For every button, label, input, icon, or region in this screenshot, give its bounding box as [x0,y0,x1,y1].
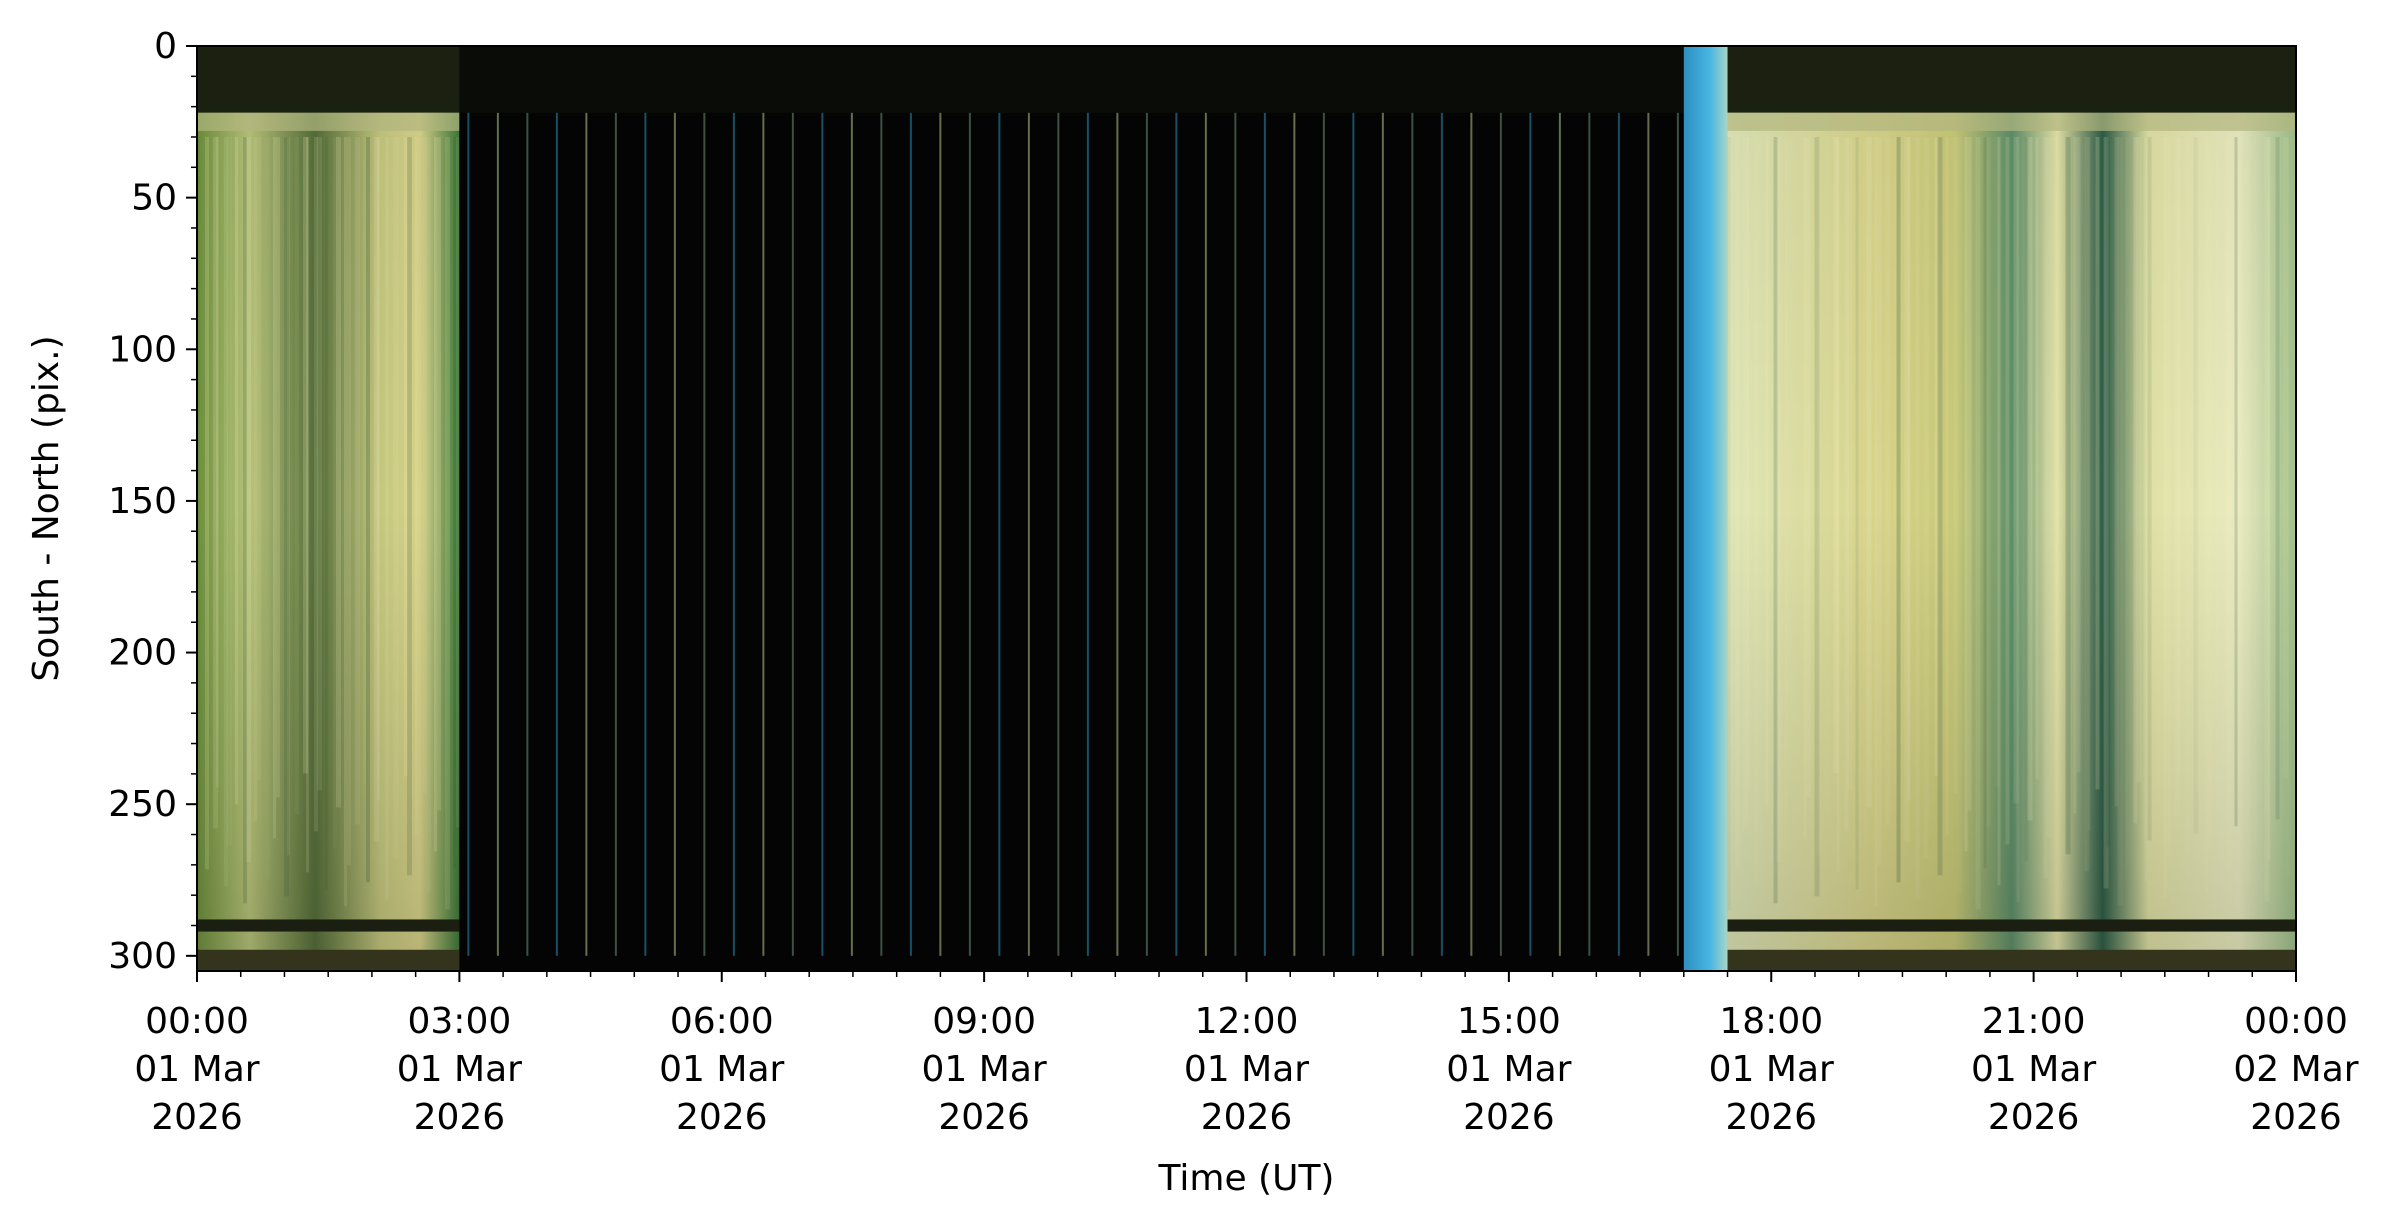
x-tick-label-line: 00:00 [2244,1001,2348,1042]
vertical-shade [197,46,460,971]
y-axis: 0 50 100 150 200 250 300 [108,26,197,977]
x-tick-label: 12:00 01 Mar 2026 [1184,1001,1309,1138]
night-streak [644,112,647,956]
x-tick-label: 09:00 01 Mar 2026 [922,1001,1047,1138]
night-streak [1086,112,1089,956]
night-streak [673,112,676,956]
x-tick-label-line: 09:00 [932,1001,1036,1042]
night-streak [1558,112,1561,956]
x-tick-label-line: 2026 [1463,1097,1555,1138]
y-axis-label: South - North (pix.) [26,335,67,681]
night-streak [1057,112,1060,956]
x-tick-label-line: 12:00 [1195,1001,1299,1042]
y-tick-label: 50 [131,178,177,219]
night-streak [1381,112,1384,956]
y-tick-label: 150 [108,481,177,522]
night-streak [880,112,883,956]
y-tick-label: 100 [108,329,177,370]
night-streak [467,112,470,956]
night-streak [1027,112,1030,956]
x-tick-label: 06:00 01 Mar 2026 [659,1001,784,1138]
night-streak [526,112,529,956]
night-streak [1352,112,1355,956]
night-streak [998,112,1001,956]
x-tick-label: 21:00 01 Mar 2026 [1971,1001,2096,1138]
x-tick-label-line: 03:00 [408,1001,512,1042]
segment-twilight [1683,46,1728,971]
x-tick-label-line: 21:00 [1982,1001,2086,1042]
x-axis-label: Time (UT) [1158,1158,1335,1199]
night-streak [1175,112,1178,956]
night-streak [968,112,971,956]
night-streak [1470,112,1473,956]
segment-night [459,46,1684,971]
x-tick-label-line: 2026 [676,1097,768,1138]
night-streak [762,112,765,956]
night-streak [1322,112,1325,956]
night-streak [614,112,617,956]
night-streak [1234,112,1237,956]
x-axis: 00:00 01 Mar 2026 03:00 01 Mar 2026 06:00 01 Ma… [134,971,2359,1138]
x-tick-label: 15:00 01 Mar 2026 [1446,1001,1571,1138]
night-streak [1440,112,1443,956]
night-streak [1647,112,1650,956]
night-streak [555,112,558,956]
y-tick-label: 300 [108,936,177,977]
night-streak [821,112,824,956]
x-tick-label-line: 00:00 [145,1001,249,1042]
x-tick-label-line: 06:00 [670,1001,774,1042]
x-tick-label-line: 2026 [1201,1097,1293,1138]
night-streak [1116,112,1119,956]
vertical-shade [1727,46,2296,971]
x-tick-label-line: 2026 [938,1097,1030,1138]
night-streak [1529,112,1532,956]
x-tick-label-line: 01 Mar [1971,1049,2096,1090]
night-streak [1499,112,1502,956]
x-tick-label: 00:00 01 Mar 2026 [134,1001,259,1138]
night-streak [496,112,499,956]
x-tick-label-line: 2026 [1988,1097,2080,1138]
night-streak [1411,112,1414,956]
x-tick-label: 00:00 02 Mar 2026 [2233,1001,2358,1138]
night-streak [1676,112,1679,956]
night-streak [1263,112,1266,956]
night-streak [939,112,942,956]
x-tick-label-line: 01 Mar [659,1049,784,1090]
x-tick-label-line: 01 Mar [1184,1049,1309,1090]
x-tick-label-line: 02 Mar [2233,1049,2358,1090]
night-streak [1617,112,1620,956]
x-tick-label-line: 2026 [2250,1097,2342,1138]
y-tick-label: 0 [154,26,177,67]
x-tick-label-line: 01 Mar [134,1049,259,1090]
night-streak [585,112,588,956]
night-streak [1293,112,1296,956]
night-streak [1588,112,1591,956]
x-tick-label-line: 2026 [151,1097,243,1138]
x-tick-label-line: 15:00 [1457,1001,1561,1042]
night-streak [1204,112,1207,956]
x-tick-label: 03:00 01 Mar 2026 [397,1001,522,1138]
x-tick-label-line: 2026 [414,1097,506,1138]
night-streak [1145,112,1148,956]
night-streak [909,112,912,956]
night-streak [732,112,735,956]
x-tick-label-line: 01 Mar [397,1049,522,1090]
plot-area [196,45,2299,972]
x-tick-label-line: 18:00 [1719,1001,1823,1042]
y-tick-label: 250 [108,784,177,825]
y-tick-label: 200 [108,633,177,674]
x-tick-label-line: 01 Mar [1709,1049,1834,1090]
x-tick-label-line: 01 Mar [922,1049,1047,1090]
night-streak [850,112,853,956]
night-streak [791,112,794,956]
night-streak [703,112,706,956]
x-tick-label: 18:00 01 Mar 2026 [1709,1001,1834,1138]
night-top-band [459,46,1684,113]
x-tick-label-line: 2026 [1725,1097,1817,1138]
x-tick-label-line: 01 Mar [1446,1049,1571,1090]
